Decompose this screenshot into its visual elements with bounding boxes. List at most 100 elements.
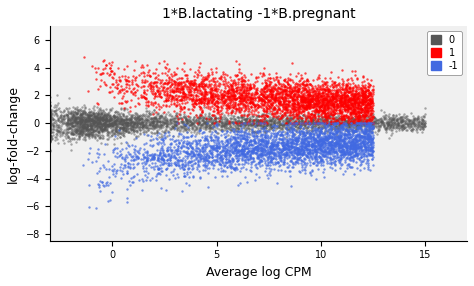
- 1: [319, 99, 326, 104]
- -1: [261, 138, 268, 142]
- 0: [357, 123, 365, 128]
- 0: [374, 118, 382, 122]
- -1: [308, 145, 315, 150]
- -1: [234, 148, 241, 153]
- 1: [280, 100, 288, 105]
- -1: [350, 145, 358, 149]
- 1: [299, 94, 306, 99]
- 1: [182, 95, 190, 100]
- 1: [256, 104, 264, 108]
- -1: [344, 152, 351, 157]
- 1: [355, 91, 362, 96]
- 1: [253, 113, 260, 117]
- 0: [295, 128, 302, 133]
- 1: [239, 82, 246, 86]
- -1: [264, 161, 272, 165]
- -1: [270, 143, 277, 147]
- 0: [68, 115, 76, 120]
- -1: [329, 146, 337, 151]
- 1: [366, 104, 374, 108]
- 0: [83, 130, 91, 135]
- 1: [361, 114, 369, 119]
- 0: [374, 118, 382, 123]
- 1: [259, 93, 266, 98]
- 1: [300, 85, 307, 90]
- -1: [273, 144, 280, 148]
- -1: [205, 160, 212, 164]
- 0: [298, 116, 305, 121]
- 0: [72, 121, 80, 125]
- -1: [312, 153, 319, 157]
- -1: [283, 128, 291, 132]
- -1: [354, 126, 362, 131]
- 1: [286, 103, 294, 107]
- 1: [305, 97, 312, 102]
- 1: [265, 98, 273, 102]
- 0: [401, 119, 409, 123]
- 0: [79, 112, 87, 116]
- -1: [356, 138, 364, 143]
- 0: [198, 117, 205, 122]
- 1: [369, 88, 377, 92]
- 0: [148, 130, 156, 135]
- 0: [213, 131, 220, 136]
- 0: [127, 124, 134, 129]
- -1: [300, 140, 307, 145]
- 1: [313, 104, 320, 109]
- -1: [337, 130, 345, 135]
- 1: [353, 92, 361, 97]
- 1: [197, 61, 204, 65]
- 0: [335, 115, 342, 120]
- -1: [263, 135, 271, 140]
- 1: [354, 102, 362, 107]
- 1: [329, 95, 337, 99]
- 1: [332, 95, 340, 99]
- 0: [256, 120, 264, 125]
- -1: [205, 142, 213, 147]
- 1: [301, 99, 309, 104]
- 1: [224, 103, 231, 108]
- 1: [260, 96, 267, 101]
- 1: [311, 96, 319, 100]
- 1: [219, 91, 226, 96]
- -1: [314, 138, 322, 143]
- 0: [368, 115, 375, 120]
- 1: [356, 106, 364, 111]
- -1: [125, 179, 133, 183]
- -1: [356, 137, 363, 141]
- 0: [403, 114, 411, 118]
- 1: [312, 89, 319, 93]
- 0: [372, 119, 379, 124]
- -1: [252, 140, 259, 144]
- 1: [266, 101, 273, 106]
- 1: [344, 104, 351, 108]
- 0: [100, 118, 107, 122]
- 0: [97, 111, 105, 116]
- 0: [377, 120, 385, 125]
- 0: [417, 120, 424, 125]
- 0: [83, 123, 91, 128]
- 1: [116, 90, 124, 94]
- 1: [246, 84, 254, 88]
- 1: [192, 86, 200, 91]
- -1: [197, 156, 204, 161]
- 1: [228, 97, 236, 102]
- 0: [180, 114, 188, 119]
- 0: [74, 120, 82, 124]
- 1: [346, 116, 354, 120]
- 0: [90, 112, 97, 116]
- 1: [358, 83, 366, 87]
- 0: [284, 120, 292, 124]
- 1: [237, 92, 245, 97]
- 0: [119, 121, 127, 126]
- -1: [285, 132, 293, 137]
- 0: [91, 124, 99, 128]
- 0: [68, 110, 75, 114]
- 0: [279, 133, 286, 137]
- 0: [133, 128, 140, 133]
- 0: [88, 125, 96, 130]
- 0: [97, 123, 104, 127]
- 1: [344, 115, 352, 119]
- 1: [295, 92, 302, 97]
- 0: [103, 127, 110, 132]
